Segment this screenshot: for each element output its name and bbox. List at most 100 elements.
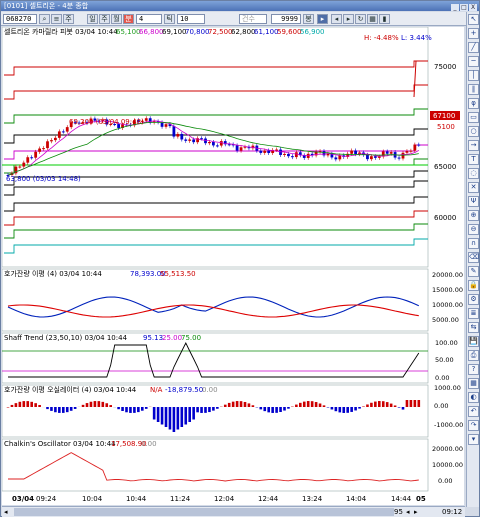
stock-code-input[interactable]: 068270 — [3, 14, 37, 24]
oscillator-bar — [125, 407, 128, 413]
time-tick-5: 12:04 — [214, 495, 235, 503]
zoom-out-button[interactable]: ◂ — [406, 508, 410, 516]
ellipse-icon[interactable]: ○ — [468, 126, 479, 137]
header-value-0: 65,100 — [116, 28, 141, 36]
channel-icon[interactable]: ∥ — [468, 84, 479, 95]
indicator1-header: 호가잔량 이평 (4) 03/04 10:44 — [4, 269, 102, 278]
cycle-icon[interactable]: ◌ — [468, 168, 479, 179]
list-icon[interactable]: ≡ — [51, 14, 62, 24]
compare-icon[interactable]: ⇆ — [468, 322, 479, 333]
tick-select[interactable]: 10 — [177, 14, 205, 24]
week-button[interactable]: 주 — [99, 14, 110, 24]
zoom-in-icon[interactable]: ⊕ — [468, 210, 479, 221]
grid-icon[interactable]: ▦ — [468, 378, 479, 389]
vline-icon[interactable]: │ — [468, 70, 479, 81]
oscillator-bar — [26, 401, 30, 407]
candle-body — [409, 150, 413, 152]
oscillator-bar — [133, 407, 136, 413]
candle-body — [263, 150, 267, 153]
oscillator-bar — [188, 407, 191, 422]
eraser-icon[interactable]: ⌫ — [468, 252, 479, 263]
candle-body — [133, 120, 136, 126]
candle-body — [330, 153, 334, 158]
candle-body — [334, 157, 338, 160]
prev-icon[interactable]: ◂ — [331, 14, 342, 24]
help-icon[interactable]: ? — [468, 364, 479, 375]
search-icon[interactable]: ⌕ — [39, 14, 50, 24]
lock-icon[interactable]: 🔒 — [468, 280, 479, 291]
line-icon[interactable]: ╱ — [468, 42, 479, 53]
oscillator-bar — [81, 404, 85, 407]
gann-icon[interactable]: ✕ — [468, 182, 479, 193]
oscillator-bar — [121, 407, 124, 411]
count-input[interactable]: 9999 — [271, 14, 301, 24]
month-button[interactable]: 월 — [111, 14, 122, 24]
oscillator-bar — [176, 407, 180, 430]
refresh-icon[interactable]: ↻ — [355, 14, 366, 24]
undo-icon[interactable]: ↶ — [468, 406, 479, 417]
period-type-button[interactable]: 주 — [63, 14, 74, 24]
chart-svg[interactable]: 셀트리온 카마릴라 피봇 03/04 10:44 65,100 66,800 6… — [1, 26, 464, 505]
zoom-in-button[interactable]: ▸ — [414, 508, 418, 516]
minute-button[interactable]: 분 — [123, 14, 134, 24]
candle-body — [389, 152, 393, 154]
candle-body — [235, 145, 239, 151]
oscillator-bar — [180, 407, 184, 427]
oscillator-bar — [381, 401, 385, 407]
pen-icon[interactable]: ✎ — [468, 266, 479, 277]
bottom-bar: ◂ 95 ◂ ▸ 09:12 — [2, 506, 465, 517]
pivot-line-1 — [4, 84, 428, 100]
candle-body — [298, 152, 302, 156]
tick-button[interactable]: 틱 — [164, 14, 175, 24]
ind4-tick-0: 20000.00 — [432, 445, 463, 453]
oscillator-bar — [314, 402, 318, 407]
color-icon[interactable]: ◐ — [468, 392, 479, 403]
candle-body — [18, 166, 22, 168]
candle-body — [366, 154, 369, 160]
arrow-icon[interactable]: → — [468, 140, 479, 151]
indicator2-header: Shaff Trend (23,50,10) 03/04 10:44 — [4, 334, 128, 342]
candle-body — [358, 152, 361, 155]
minimize-button[interactable]: _ — [451, 4, 459, 11]
scroll-left-icon[interactable]: ◂ — [4, 508, 8, 516]
maximize-button[interactable]: □ — [460, 4, 468, 11]
count-placeholder: 건수 — [239, 14, 267, 24]
apply-icon[interactable]: ▸ — [317, 14, 328, 24]
moving-average-short — [7, 120, 419, 176]
text-icon[interactable]: T — [468, 154, 479, 165]
horizontal-scrollbar[interactable] — [14, 508, 394, 516]
oscillator-bar — [160, 407, 164, 425]
oscillator-bar — [89, 401, 93, 407]
day-button[interactable]: 일 — [87, 14, 98, 24]
oscillator-bar — [374, 401, 377, 407]
close-button[interactable]: X — [469, 4, 477, 11]
chart-area[interactable]: 셀트리온 카마릴라 피봇 03/04 10:44 65,100 66,800 6… — [1, 26, 464, 505]
bar-toggle-icon[interactable]: ▮ — [379, 14, 390, 24]
minute-select[interactable]: 4 — [136, 14, 162, 24]
oscillator-bar — [322, 405, 326, 407]
candle-body — [101, 119, 105, 122]
pitchfork-icon[interactable]: Ψ — [468, 196, 479, 207]
redo-icon[interactable]: ↷ — [468, 420, 479, 431]
oscillator-bar — [30, 401, 33, 407]
print-icon[interactable]: ⎙ — [468, 350, 479, 361]
fib-icon[interactable]: φ — [468, 98, 479, 109]
zoom-out-icon[interactable]: ⊖ — [468, 224, 479, 235]
pivot-line-7 — [4, 180, 428, 196]
oscillator-bar — [397, 407, 401, 408]
hline-icon[interactable]: ─ — [468, 56, 479, 67]
crosshair-icon[interactable]: + — [468, 28, 479, 39]
next-icon[interactable]: ▸ — [343, 14, 354, 24]
layers-icon[interactable]: ≣ — [468, 308, 479, 319]
settings-icon[interactable]: ⚙ — [468, 294, 479, 305]
candle-body — [164, 124, 168, 127]
save-icon[interactable]: 💾 — [468, 336, 479, 347]
magnet-icon[interactable]: ∩ — [468, 238, 479, 249]
cursor-icon[interactable]: ↖ — [468, 14, 479, 25]
rect-icon[interactable]: ▭ — [468, 112, 479, 123]
oscillator-bar — [417, 400, 421, 407]
candle-body — [326, 153, 330, 156]
candle-body — [38, 148, 41, 152]
scroll-down-icon[interactable]: ▾ — [468, 434, 479, 445]
grid-toggle-icon[interactable]: ▦ — [367, 14, 378, 24]
